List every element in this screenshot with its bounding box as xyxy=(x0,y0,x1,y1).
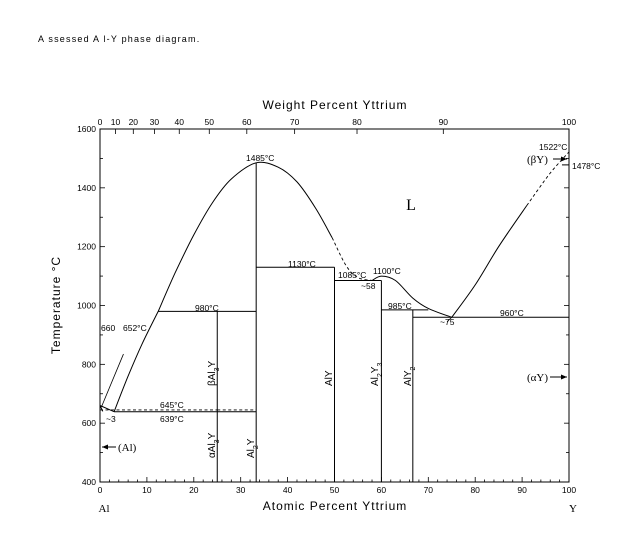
bottom-tick-label: 60 xyxy=(377,485,387,495)
label-960: 960°C xyxy=(500,308,524,318)
compound-beta-al3y: βAl3Y xyxy=(207,360,221,386)
solvus-al xyxy=(99,405,104,412)
left-tick-label: 800 xyxy=(82,359,96,369)
label-1130: 1130°C xyxy=(288,259,316,269)
beta-y-phase-label: (βY) xyxy=(527,154,548,166)
label-1522: 1522°C xyxy=(539,142,567,152)
left-tick-label: 600 xyxy=(82,418,96,428)
compound-al2y: Al2Y xyxy=(246,438,260,458)
bottom-tick-label: 50 xyxy=(330,485,340,495)
leader-660 xyxy=(101,353,124,408)
phase-boundaries xyxy=(99,151,570,482)
label-645: 645°C xyxy=(160,400,184,410)
top-tick-label: 20 xyxy=(129,117,139,127)
label-3: ~3 xyxy=(106,414,116,424)
left-element-label: Al xyxy=(99,503,110,515)
label-985: 985°C xyxy=(388,301,412,311)
top-tick-label: 90 xyxy=(439,117,449,127)
label-1485: 1485°C xyxy=(246,153,274,163)
bottom-tick-label: 20 xyxy=(189,485,199,495)
label-58: ~58 xyxy=(361,281,376,291)
y-axis-title: Temperature °C xyxy=(49,256,63,354)
left-tick-label: 1400 xyxy=(77,183,96,193)
top-tick-label: 10 xyxy=(111,117,121,127)
compound-al2y3: Al2Y3 xyxy=(370,363,384,386)
top-tick-label: 100 xyxy=(562,117,576,127)
liquid-phase-label: L xyxy=(406,197,416,214)
bottom-tick-label: 40 xyxy=(283,485,293,495)
liquidus-al-side xyxy=(99,405,115,413)
top-axis-title: Weight Percent Yttrium xyxy=(263,98,408,112)
top-tick-label: 0 xyxy=(98,117,103,127)
bottom-tick-label: 0 xyxy=(98,485,103,495)
liquidus-al2y3-hump xyxy=(371,275,452,318)
label-1478: 1478°C xyxy=(572,161,600,171)
alpha-y-arrow-icon xyxy=(550,374,567,380)
label-1100: 1100°C xyxy=(373,266,401,276)
bottom-tick-label: 70 xyxy=(424,485,434,495)
al-phase-label: (Al) xyxy=(118,442,137,454)
right-axis-ticks xyxy=(564,128,569,483)
liquidus-y-side xyxy=(451,205,528,318)
left-tick-label: 1200 xyxy=(77,242,96,252)
bottom-tick-label: 100 xyxy=(562,485,576,495)
compound-aly2: AlY2 xyxy=(403,366,417,386)
al-arrow-icon xyxy=(102,444,116,450)
bottom-tick-label: 90 xyxy=(517,485,527,495)
liquidus-al2y-dome xyxy=(157,161,333,312)
left-tick-label: 1000 xyxy=(77,301,96,311)
label-639: 639°C xyxy=(160,414,184,424)
bottom-tick-label: 30 xyxy=(236,485,246,495)
label-660: 660 xyxy=(101,323,115,333)
beta-y-arrow-icon xyxy=(553,156,567,162)
top-tick-label: 40 xyxy=(175,117,185,127)
label-980: 980°C xyxy=(195,303,219,313)
label-652: 652°C xyxy=(123,323,147,333)
left-tick-label: 1600 xyxy=(77,124,96,134)
liquidus-al2y-dome-dashed xyxy=(331,237,373,281)
compound-alpha-al3y: αAl3Y xyxy=(207,432,221,458)
left-axis-ticks: 400 600 800 1000 1200 1400 1600 xyxy=(77,124,105,487)
label-75: ~75 xyxy=(440,317,455,327)
leader-75 xyxy=(446,316,453,322)
compound-aly: AlY xyxy=(324,370,335,386)
bottom-tick-label: 80 xyxy=(470,485,480,495)
top-tick-label: 60 xyxy=(242,117,252,127)
figure-caption: A ssessed A l-Y phase diagram. xyxy=(38,34,201,44)
top-tick-label: 80 xyxy=(352,117,362,127)
alpha-y-phase-label: (αY) xyxy=(527,372,548,384)
top-tick-label: 30 xyxy=(150,117,160,127)
label-1085: 1085°C xyxy=(338,270,366,280)
left-tick-label: 400 xyxy=(82,477,96,487)
liquidus-y-side-dashed xyxy=(526,151,570,206)
top-axis-ticks: 0 10 20 30 40 50 60 70 80 90 100 xyxy=(98,117,576,134)
bottom-axis-ticks: 0 10 20 30 40 50 60 70 80 90 100 xyxy=(98,477,576,495)
top-tick-label: 70 xyxy=(290,117,300,127)
right-element-label: Y xyxy=(569,503,577,515)
liquidus-al-side xyxy=(113,311,159,412)
bottom-tick-label: 10 xyxy=(142,485,152,495)
bottom-axis-title: Atomic Percent Yttrium xyxy=(263,499,407,513)
top-tick-label: 50 xyxy=(205,117,215,127)
